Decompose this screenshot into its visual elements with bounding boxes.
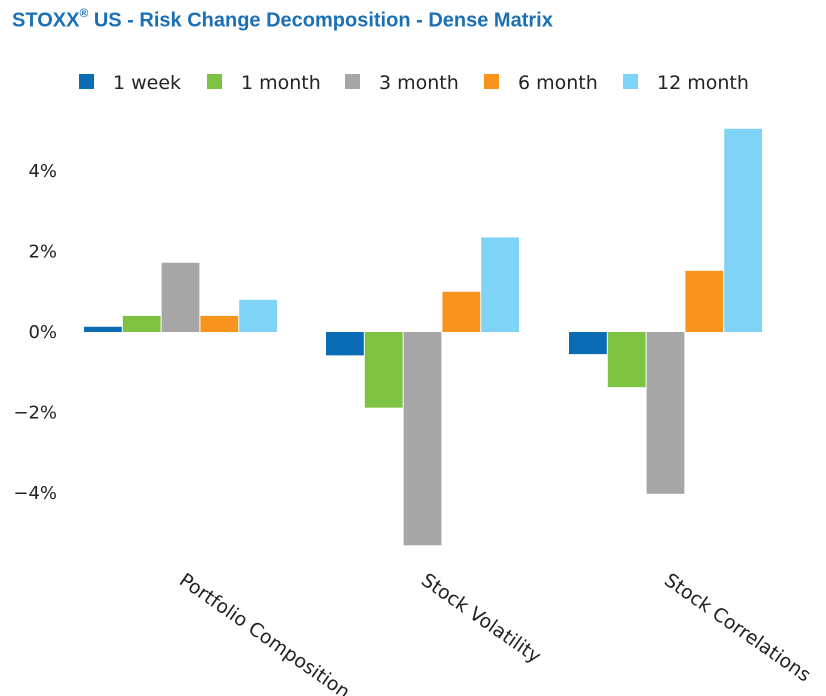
bar-0-4 (239, 299, 277, 332)
legend-label-3: 6 month (518, 72, 598, 94)
bar-2-3 (685, 270, 724, 332)
legend-label-4: 12 month (657, 72, 749, 94)
bar-1-1 (364, 332, 403, 408)
y-tick-label-1: 2% (28, 242, 57, 263)
legend-swatch-0 (79, 74, 94, 89)
title-prefix: STOXX (12, 9, 80, 32)
legend-label-0: 1 week (113, 72, 181, 94)
y-tick-label-4: −4% (13, 483, 57, 504)
x-axis: Portfolio Composition Stock Volatility Sto… (175, 569, 815, 696)
bar-2-2 (646, 332, 685, 494)
legend-swatch-2 (345, 74, 360, 89)
category-label-1: Stock Volatility (417, 569, 545, 668)
y-tick-label-3: −2% (13, 403, 57, 424)
category-label-2: Stock Correlations (660, 569, 815, 686)
y-axis: 4% 2% 0% −2% −4% (13, 161, 57, 504)
bar-0-1 (122, 315, 161, 332)
chart-legend: 1 week 1 month 3 month 6 month 12 month (79, 72, 749, 94)
bar-1-2 (403, 332, 442, 546)
legend-swatch-1 (207, 74, 222, 89)
bar-1-3 (442, 291, 481, 332)
y-tick-label-0: 4% (28, 161, 57, 182)
legend-label-2: 3 month (379, 72, 459, 94)
chart-title: STOXX® US - Risk Change Decomposition - … (12, 6, 553, 33)
title-suffix: US - Risk Change Decomposition - Dense M… (88, 9, 553, 32)
bar-1-4 (481, 237, 519, 332)
bar-1-0 (326, 332, 364, 356)
registered-mark: ® (79, 6, 89, 20)
legend-swatch-4 (623, 74, 638, 89)
legend-swatch-3 (484, 74, 499, 89)
bar-0-2 (161, 262, 200, 332)
bar-2-4 (724, 128, 762, 332)
category-label-0: Portfolio Composition (175, 569, 354, 696)
legend-label-1: 1 month (241, 72, 321, 94)
bars-area (84, 128, 762, 546)
bar-2-0 (569, 332, 607, 355)
bar-0-3 (200, 315, 239, 332)
y-tick-label-2: 0% (28, 322, 57, 343)
bar-2-1 (607, 332, 646, 388)
bar-0-0 (84, 326, 122, 332)
